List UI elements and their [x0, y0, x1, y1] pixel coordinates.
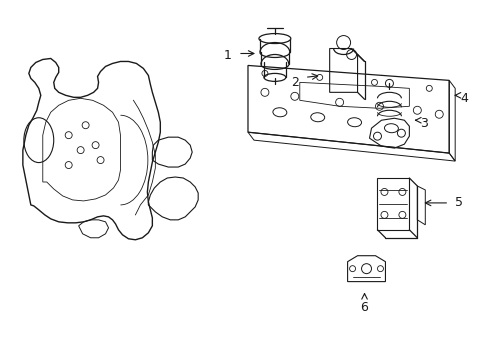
Text: 5: 5 — [454, 197, 462, 210]
Text: 4: 4 — [459, 92, 467, 105]
Text: 2: 2 — [290, 76, 298, 89]
Text: 1: 1 — [224, 49, 231, 62]
Text: 6: 6 — [360, 301, 368, 314]
Text: 3: 3 — [420, 117, 427, 130]
